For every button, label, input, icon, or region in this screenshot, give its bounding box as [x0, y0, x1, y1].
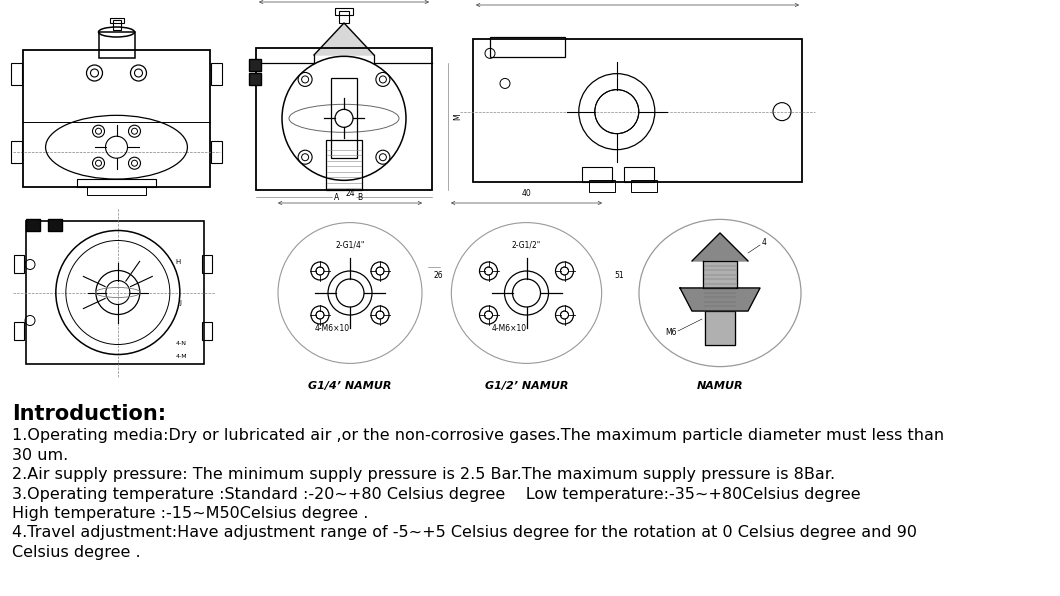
- Ellipse shape: [278, 222, 422, 364]
- Bar: [623, 167, 654, 182]
- Circle shape: [479, 262, 497, 280]
- Bar: [99, 32, 135, 58]
- Bar: [249, 59, 261, 71]
- Text: 4-M6×10: 4-M6×10: [315, 324, 350, 333]
- Text: Introduction:: Introduction:: [12, 404, 166, 424]
- Bar: [249, 73, 261, 85]
- Text: 2-G1/4": 2-G1/4": [335, 241, 365, 250]
- Text: 24: 24: [346, 189, 355, 198]
- Text: A: A: [334, 193, 339, 201]
- Text: G1/4’ NAMUR: G1/4’ NAMUR: [308, 381, 392, 391]
- Bar: [87, 187, 146, 195]
- Circle shape: [555, 306, 573, 324]
- Text: 2-G1/2": 2-G1/2": [512, 241, 541, 250]
- Polygon shape: [703, 261, 737, 288]
- Text: J: J: [179, 300, 181, 306]
- Text: 3.Operating temperature :Standard :-20~+80 Celsius degree    Low temperature:-35: 3.Operating temperature :Standard :-20~+…: [12, 486, 861, 501]
- Bar: [112, 20, 121, 30]
- Text: 51: 51: [614, 271, 623, 280]
- Bar: [211, 63, 222, 85]
- Bar: [77, 179, 156, 187]
- Ellipse shape: [639, 219, 801, 367]
- Text: M6: M6: [665, 328, 676, 337]
- Bar: [490, 37, 565, 57]
- Bar: [14, 322, 24, 340]
- Bar: [109, 18, 124, 23]
- Bar: [23, 50, 210, 187]
- Text: 26: 26: [434, 271, 444, 280]
- Polygon shape: [314, 23, 374, 55]
- Text: 40: 40: [522, 189, 531, 198]
- Text: B: B: [357, 193, 361, 201]
- Bar: [339, 11, 349, 23]
- Bar: [11, 141, 22, 163]
- Text: H: H: [176, 259, 180, 265]
- Text: M: M: [453, 113, 462, 120]
- Text: Celsius degree .: Celsius degree .: [12, 545, 141, 560]
- Text: 4-M6×10: 4-M6×10: [492, 324, 527, 333]
- Circle shape: [371, 262, 389, 280]
- Ellipse shape: [452, 222, 602, 364]
- Bar: [202, 256, 212, 274]
- Text: 4-N: 4-N: [176, 341, 187, 346]
- Text: 30 um.: 30 um.: [12, 448, 68, 462]
- Bar: [582, 167, 613, 182]
- Circle shape: [371, 306, 389, 324]
- Polygon shape: [692, 233, 748, 261]
- Circle shape: [311, 306, 329, 324]
- Polygon shape: [681, 288, 760, 311]
- Bar: [202, 322, 212, 340]
- Text: 4: 4: [762, 238, 766, 247]
- Bar: [589, 180, 615, 192]
- Bar: [211, 141, 222, 163]
- Text: NAMUR: NAMUR: [696, 381, 743, 391]
- Bar: [631, 180, 656, 192]
- Circle shape: [311, 262, 329, 280]
- Bar: [331, 78, 357, 159]
- Bar: [335, 8, 353, 15]
- Bar: [257, 48, 432, 190]
- Circle shape: [555, 262, 573, 280]
- Text: 1.Operating media:Dry or lubricated air ,or the non-corrosive gases.The maximum : 1.Operating media:Dry or lubricated air …: [12, 428, 944, 443]
- Bar: [26, 219, 40, 231]
- Bar: [48, 219, 61, 231]
- Bar: [14, 256, 24, 274]
- Bar: [326, 140, 363, 190]
- Bar: [26, 221, 204, 364]
- Text: 4-M: 4-M: [176, 353, 187, 359]
- Circle shape: [479, 306, 497, 324]
- Text: 2.Air supply pressure: The minimum supply pressure is 2.5 Bar.The maximum supply: 2.Air supply pressure: The minimum suppl…: [12, 467, 835, 482]
- Polygon shape: [705, 311, 735, 345]
- Text: High temperature :-15~M50Celsius degree .: High temperature :-15~M50Celsius degree …: [12, 506, 369, 521]
- Text: G1/2’ NAMUR: G1/2’ NAMUR: [484, 381, 568, 391]
- Bar: [11, 63, 22, 85]
- Bar: [473, 39, 802, 182]
- Text: 4.Travel adjustment:Have adjustment range of -5~+5 Celsius degree for the rotati: 4.Travel adjustment:Have adjustment rang…: [12, 526, 917, 541]
